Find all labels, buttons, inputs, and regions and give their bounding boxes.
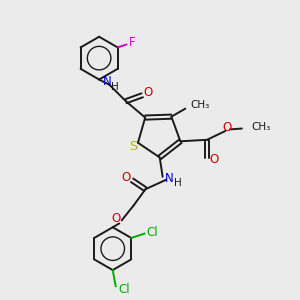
Text: O: O xyxy=(222,122,232,134)
Text: S: S xyxy=(129,140,138,153)
Text: O: O xyxy=(112,212,121,225)
Text: Cl: Cl xyxy=(118,283,130,296)
Text: O: O xyxy=(209,153,218,166)
Text: F: F xyxy=(129,37,136,50)
Text: CH₃: CH₃ xyxy=(191,100,210,110)
Text: O: O xyxy=(122,171,131,184)
Text: N: N xyxy=(103,75,112,88)
Text: H: H xyxy=(174,178,182,188)
Text: CH₃: CH₃ xyxy=(251,122,271,132)
Text: Cl: Cl xyxy=(146,226,158,238)
Text: H: H xyxy=(111,82,119,92)
Text: N: N xyxy=(165,172,174,185)
Text: O: O xyxy=(143,86,152,99)
